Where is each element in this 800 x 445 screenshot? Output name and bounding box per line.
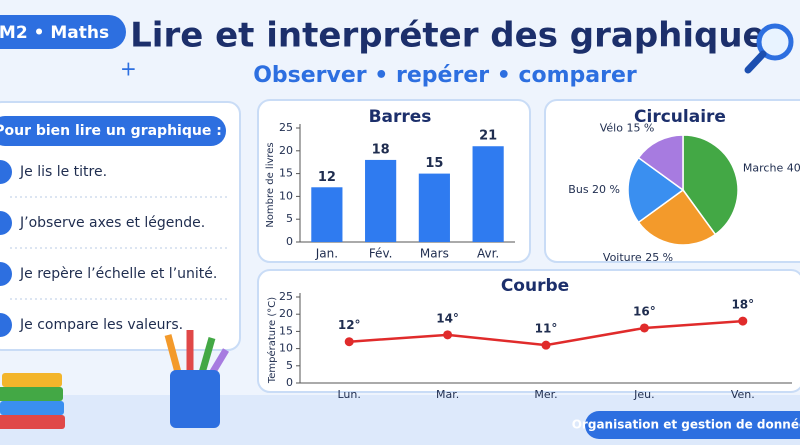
y-tick-label: 5 bbox=[286, 359, 293, 372]
pencil-cup bbox=[164, 330, 230, 428]
badge-text: M2 • Maths bbox=[0, 23, 109, 43]
bar-value-label: 12 bbox=[318, 170, 336, 185]
bar-value-label: 18 bbox=[372, 142, 390, 157]
page-title: Lire et interpréter des graphiques bbox=[130, 16, 786, 56]
plus-icon: + bbox=[120, 57, 137, 81]
x-tick-label: Avr. bbox=[477, 247, 499, 261]
point-label: 12° bbox=[338, 318, 361, 332]
tip-text: Je repère l’échelle et l’unité. bbox=[19, 266, 217, 282]
y-tick-label: 20 bbox=[279, 144, 293, 157]
y-tick-label: 25 bbox=[279, 121, 293, 134]
y-tick-label: 5 bbox=[286, 212, 293, 225]
line-point bbox=[443, 330, 453, 340]
point-label: 16° bbox=[633, 304, 656, 318]
tip-text: Je lis le titre. bbox=[19, 164, 107, 180]
bar bbox=[418, 173, 450, 242]
point-label: 14° bbox=[436, 311, 459, 325]
pie-slice bbox=[637, 188, 717, 246]
point-label: 11° bbox=[535, 322, 558, 336]
y-tick-label: 15 bbox=[279, 167, 293, 180]
x-tick-label: Lun. bbox=[338, 388, 361, 401]
y-tick-label: 15 bbox=[279, 324, 293, 337]
line-point bbox=[541, 340, 551, 350]
y-tick-label: 20 bbox=[279, 307, 293, 320]
books bbox=[0, 373, 65, 429]
y-tick-label: 0 bbox=[286, 376, 293, 389]
y-axis-label: Nombre de livres bbox=[265, 142, 276, 227]
bar bbox=[311, 187, 343, 242]
tip-bullet bbox=[0, 262, 12, 286]
tips-header bbox=[0, 116, 226, 146]
page-subtitle: Observer • repérer • comparer bbox=[253, 63, 637, 88]
x-tick-label: Jeu. bbox=[633, 388, 654, 401]
y-tick-label: 0 bbox=[286, 235, 293, 248]
bar bbox=[472, 146, 504, 242]
pie-slice bbox=[637, 134, 684, 192]
pie-label: Vélo 15 % bbox=[600, 122, 655, 135]
line-point bbox=[639, 323, 649, 333]
y-tick-label: 10 bbox=[279, 342, 293, 355]
line-point bbox=[738, 316, 748, 326]
y-tick-label: 25 bbox=[279, 290, 293, 303]
bar-value-label: 15 bbox=[425, 156, 443, 171]
chart-title: Courbe bbox=[501, 276, 569, 296]
footer-text: Organisation et gestion de données bbox=[572, 418, 800, 432]
tip-text: Je compare les valeurs. bbox=[19, 317, 183, 333]
footer-badge bbox=[585, 411, 800, 439]
tip-bullet bbox=[0, 313, 12, 337]
pie-label: Voiture 25 % bbox=[603, 251, 673, 264]
pie-slice bbox=[682, 134, 739, 236]
bar-value-label: 21 bbox=[479, 129, 497, 144]
line-point bbox=[344, 337, 354, 347]
chart-panel bbox=[257, 269, 800, 393]
pie-slice bbox=[627, 156, 685, 224]
x-tick-label: Jan. bbox=[315, 247, 338, 261]
point-label: 18° bbox=[731, 298, 754, 312]
y-tick-label: 10 bbox=[279, 189, 293, 202]
tips-title: Pour bien lire un graphique : bbox=[0, 123, 222, 139]
pie-label: Marche 40 % bbox=[743, 162, 800, 175]
magnifier bbox=[744, 23, 794, 74]
tip-text: J’observe axes et légende. bbox=[19, 215, 205, 231]
tip-bullet bbox=[0, 211, 12, 235]
x-tick-label: Ven. bbox=[731, 388, 755, 401]
x-tick-label: Mar. bbox=[436, 388, 459, 401]
x-tick-label: Mars bbox=[420, 247, 449, 261]
x-tick-label: Fév. bbox=[369, 247, 393, 261]
badge bbox=[0, 15, 126, 49]
x-tick-label: Mer. bbox=[534, 388, 557, 401]
pie-chart: Circulaire Marche 40 % Voiture 25 % Bus 20 … bbox=[544, 99, 800, 264]
tips-panel bbox=[0, 101, 241, 351]
y-axis-label: Température (°C) bbox=[266, 297, 278, 384]
chart-title: Barres bbox=[369, 107, 432, 127]
tips-list: Je lis le titre. J’observe axes et légend… bbox=[0, 160, 228, 337]
bar bbox=[365, 159, 397, 242]
chart-title: Circulaire bbox=[634, 107, 726, 127]
tip-bullet bbox=[0, 160, 12, 184]
pie-label: Bus 20 % bbox=[568, 183, 620, 196]
